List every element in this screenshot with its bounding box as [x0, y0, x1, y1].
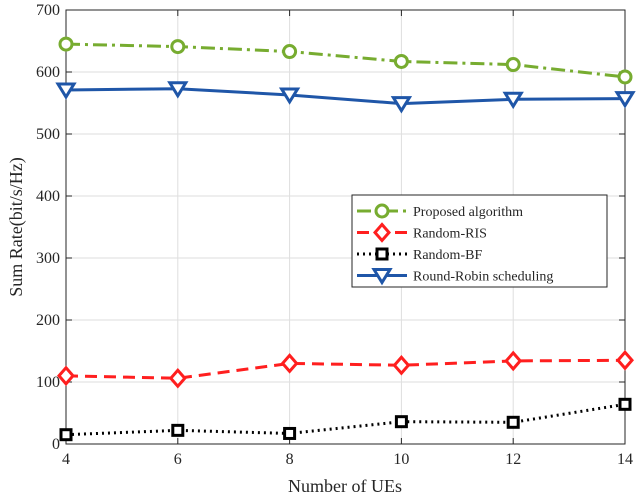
legend-label: Random-RIS — [413, 227, 487, 242]
legend-marker — [373, 222, 391, 243]
data-point — [58, 36, 74, 52]
legend-marker — [375, 247, 389, 261]
y-tick-label: 600 — [36, 64, 60, 81]
series-random-ris — [57, 350, 634, 389]
legend-label: Proposed algorithm — [413, 205, 523, 220]
legend-marker — [371, 268, 393, 286]
data-point — [168, 368, 187, 389]
data-point — [55, 82, 77, 100]
data-point — [502, 91, 524, 110]
data-point — [280, 353, 299, 374]
y-tick-label: 300 — [36, 250, 60, 267]
data-point — [282, 44, 298, 60]
y-tick-label: 200 — [36, 312, 60, 329]
legend-marker — [374, 203, 390, 219]
data-point — [167, 81, 189, 99]
series-round-robin-scheduling — [55, 81, 636, 114]
data-point — [504, 350, 523, 372]
y-tick-label: 0 — [52, 436, 60, 453]
data-point — [505, 57, 521, 73]
legend-label: Random-BF — [413, 248, 482, 263]
y-tick-label: 700 — [36, 2, 60, 19]
series-line — [65, 358, 626, 380]
legend: Proposed algorithm Random-RIS Random-BF Rou… — [351, 194, 608, 288]
data-point — [57, 365, 75, 387]
x-tick-label: 14 — [617, 451, 633, 468]
data-point — [618, 397, 632, 411]
data-point — [394, 415, 408, 429]
data-point — [278, 87, 301, 105]
plot-frame — [65, 9, 626, 445]
y-tick-label: 500 — [36, 126, 60, 143]
data-point — [59, 428, 73, 442]
axis-ticks: 4 6 8 10 12 14 0 100 200 300 400 500 600 700 — [36, 2, 633, 468]
series-proposed-algorithm — [58, 36, 633, 85]
data-point — [392, 354, 411, 376]
series-line — [65, 87, 626, 106]
y-axis-label: Sum Rate(bit/s/Hz) — [6, 157, 27, 296]
data-point — [393, 53, 409, 69]
data-point — [616, 350, 634, 371]
legend-label: Round-Robin scheduling — [413, 270, 553, 285]
series-line — [65, 42, 626, 79]
data-point — [614, 91, 636, 109]
x-axis-label: Number of UEs — [288, 476, 402, 496]
data-point — [506, 415, 520, 429]
data-point — [283, 426, 297, 440]
x-tick-label: 8 — [286, 451, 294, 468]
y-tick-label: 100 — [36, 374, 60, 391]
x-tick-label: 4 — [62, 451, 70, 468]
x-tick-label: 10 — [393, 451, 409, 468]
data-point — [617, 69, 633, 85]
series-random-bf — [59, 397, 632, 442]
data-point — [390, 96, 413, 114]
y-tick-label: 400 — [36, 188, 60, 205]
series-layer — [55, 36, 636, 442]
data-point — [171, 423, 185, 437]
x-tick-label: 6 — [174, 451, 182, 468]
x-tick-label: 12 — [505, 451, 521, 468]
data-point — [170, 39, 186, 55]
